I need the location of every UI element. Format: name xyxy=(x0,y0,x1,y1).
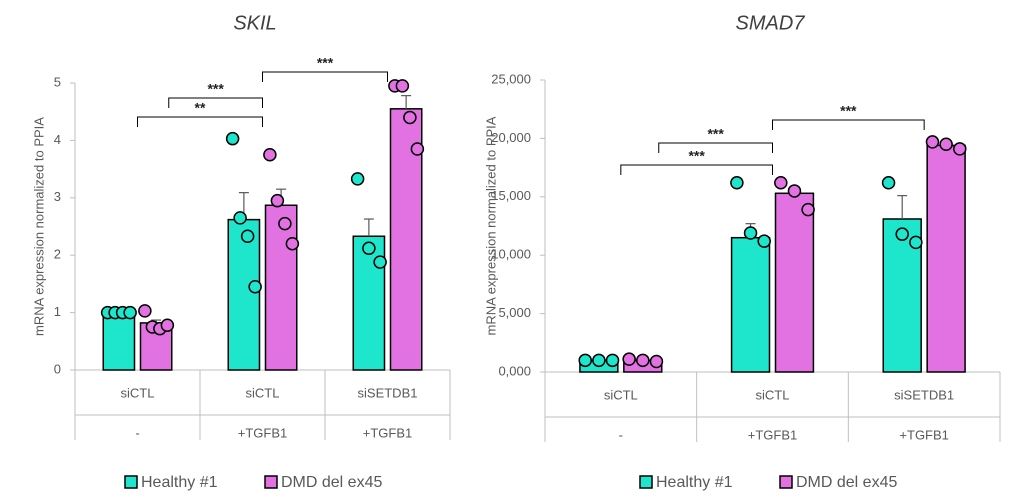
data-point xyxy=(592,353,606,368)
data-point xyxy=(730,176,744,190)
y-tick-label: 5 xyxy=(54,74,61,89)
legend-swatch xyxy=(639,475,653,489)
y-tick-label: 20,000 xyxy=(491,130,531,145)
significance-label: *** xyxy=(207,81,224,97)
data-point xyxy=(138,304,152,318)
bar xyxy=(264,204,298,371)
y-tick-label: 0,000 xyxy=(498,363,531,378)
x-group-label: +TGFB1 xyxy=(363,425,413,440)
significance-bracket xyxy=(262,71,388,82)
data-point xyxy=(278,216,292,231)
data-point xyxy=(757,234,771,248)
data-point xyxy=(895,227,909,241)
significance-label: *** xyxy=(840,103,857,119)
data-point xyxy=(953,142,967,156)
y-axis-title: mRNA expression normalized to PPIA xyxy=(483,116,498,335)
y-tick-label: 10,000 xyxy=(491,247,531,262)
bar xyxy=(730,236,771,373)
data-point xyxy=(285,236,300,251)
bar xyxy=(227,218,261,371)
x-tick-label: siCTL xyxy=(756,387,790,402)
significance-bracket xyxy=(772,119,925,130)
data-point xyxy=(395,79,410,93)
data-point xyxy=(362,241,376,256)
significance-bracket xyxy=(658,142,773,153)
legend-label: DMD del ex45 xyxy=(796,474,897,491)
data-point xyxy=(636,353,650,368)
x-group-label: +TGFB1 xyxy=(899,427,949,442)
data-point xyxy=(248,280,262,294)
y-axis-title: mRNA expression normalized to PPIA xyxy=(31,117,46,336)
y-tick-label: 2 xyxy=(54,247,61,262)
data-point xyxy=(909,235,923,250)
data-point xyxy=(801,202,815,217)
x-group-label: +TGFB1 xyxy=(238,425,288,440)
data-point xyxy=(240,229,255,244)
significance-bracket xyxy=(620,164,773,175)
x-tick-label: siSETDB1 xyxy=(358,385,418,400)
x-group-label: - xyxy=(619,427,623,442)
significance-bracket xyxy=(137,116,263,127)
data-point xyxy=(225,131,240,146)
legend-swatch xyxy=(779,475,793,489)
x-group-label: - xyxy=(135,425,139,440)
y-tick-label: 3 xyxy=(54,189,61,204)
x-tick-label: siSETDB1 xyxy=(894,387,954,402)
data-point xyxy=(939,137,953,151)
legend-label: Healthy #1 xyxy=(656,474,733,491)
significance-label: *** xyxy=(317,55,334,71)
y-tick-label: 1 xyxy=(54,304,61,319)
data-point xyxy=(373,255,387,269)
data-point xyxy=(787,184,802,198)
data-point xyxy=(774,176,788,190)
y-tick-label: 5,000 xyxy=(498,305,531,320)
significance-label: *** xyxy=(707,126,724,142)
y-tick-label: 0 xyxy=(54,361,61,376)
data-point xyxy=(605,353,620,368)
chart-title: SKIL xyxy=(233,12,276,34)
bar xyxy=(102,311,136,371)
y-tick-label: 15,000 xyxy=(491,188,531,203)
y-tick-label: 25,000 xyxy=(491,71,531,86)
x-tick-label: siCTL xyxy=(604,387,638,402)
legend-label: Healthy #1 xyxy=(141,474,218,491)
data-point xyxy=(578,353,592,368)
legend-swatch xyxy=(264,475,278,489)
significance-label: *** xyxy=(688,148,705,164)
data-point xyxy=(881,176,896,190)
chart-title: SMAD7 xyxy=(736,12,806,34)
data-point xyxy=(743,226,758,240)
data-point xyxy=(263,148,277,162)
data-point xyxy=(410,142,425,156)
significance-bracket xyxy=(168,97,263,108)
data-point xyxy=(160,318,175,332)
data-point xyxy=(649,354,664,369)
bar xyxy=(774,192,815,373)
bar xyxy=(926,144,966,373)
data-point xyxy=(403,110,417,125)
legend-label: DMD del ex45 xyxy=(281,474,382,491)
x-tick-label: siCTL xyxy=(121,385,155,400)
data-point xyxy=(270,193,285,208)
data-point xyxy=(925,135,940,149)
legend-swatch xyxy=(124,475,138,489)
x-tick-label: siCTL xyxy=(246,385,280,400)
data-point xyxy=(123,305,137,320)
data-point xyxy=(622,352,636,366)
significance-label: ** xyxy=(195,100,206,116)
data-point xyxy=(350,172,365,186)
x-group-label: +TGFB1 xyxy=(748,427,798,442)
y-tick-label: 4 xyxy=(54,132,61,147)
data-point xyxy=(233,211,247,225)
